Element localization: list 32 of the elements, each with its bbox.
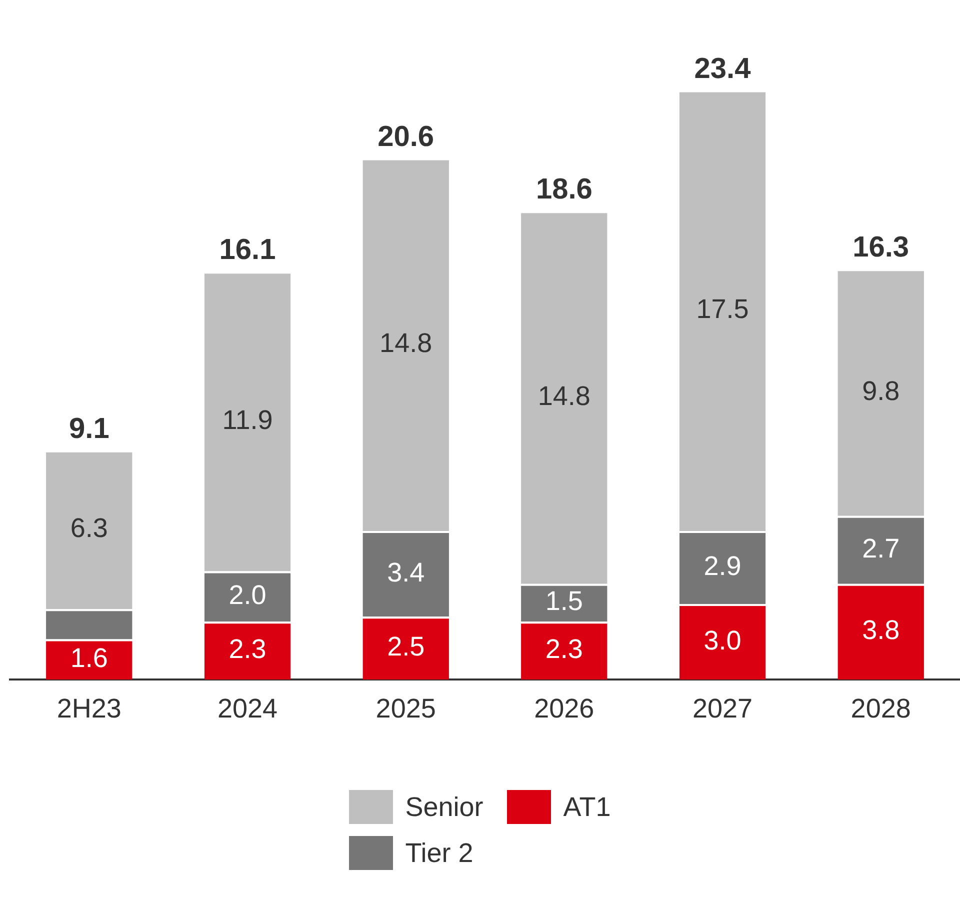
data-label: 6.3 xyxy=(70,513,108,544)
total-label: 16.3 xyxy=(852,232,910,264)
legend-label: AT1 xyxy=(563,792,611,822)
x-tick-label: 2024 xyxy=(217,693,278,724)
legend-label: Senior xyxy=(405,792,484,822)
data-label: 17.5 xyxy=(696,294,749,324)
x-tick-label: 2026 xyxy=(534,693,594,724)
legend-label: Tier 2 xyxy=(405,838,474,868)
data-label: 9.8 xyxy=(862,376,900,406)
data-label: 3.0 xyxy=(704,625,742,656)
data-label: 2.3 xyxy=(545,634,583,664)
x-tick-label: 2H23 xyxy=(56,693,122,724)
x-tick-label: 2025 xyxy=(376,693,436,724)
data-label: 11.9 xyxy=(222,404,273,435)
total-label: 23.4 xyxy=(694,52,751,85)
x-tick-label: 2027 xyxy=(692,693,753,724)
data-label: 14.8 xyxy=(538,380,590,411)
total-label: 18.6 xyxy=(536,174,592,206)
data-label: 2.3 xyxy=(228,634,266,664)
total-label: 9.1 xyxy=(69,412,110,445)
data-label: 1.6 xyxy=(70,642,108,673)
data-label: 2.9 xyxy=(704,550,742,581)
data-label: 14.8 xyxy=(380,328,432,358)
data-label: 1.5 xyxy=(545,586,583,616)
data-label: 2.0 xyxy=(228,580,266,610)
data-label: 2.7 xyxy=(862,533,900,564)
total-label: 20.6 xyxy=(378,120,434,153)
total-label: 16.1 xyxy=(219,234,276,266)
data-label: 3.4 xyxy=(387,557,425,588)
x-tick-label: 2028 xyxy=(850,693,911,724)
data-label: 3.8 xyxy=(862,615,900,646)
data-label: 2.5 xyxy=(387,632,425,662)
